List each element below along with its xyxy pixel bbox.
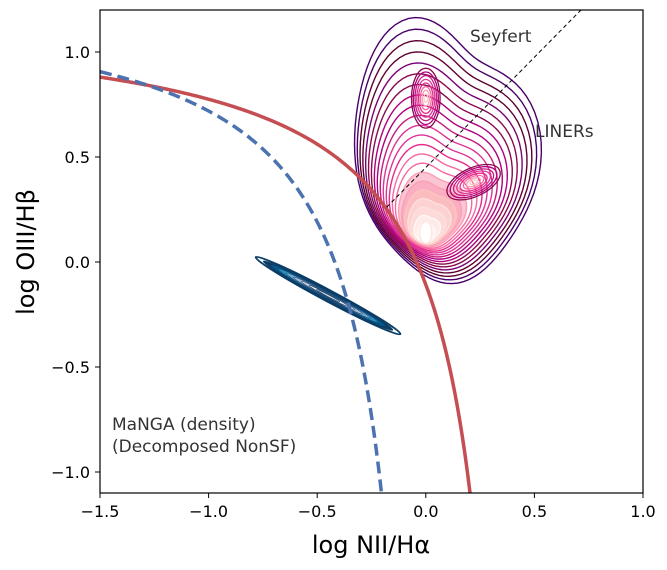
y-tick-label: −0.5 bbox=[51, 358, 90, 377]
nonsf-density-contour bbox=[316, 289, 340, 303]
agn-density-contour bbox=[388, 143, 483, 252]
agn-secondary-peak-contour bbox=[416, 78, 436, 118]
agn-density-contour bbox=[359, 39, 533, 278]
axis-ticks: −1.5 −1.0 −0.5 0.0 0.5 1.0 −1.0 −0.5 0.0 0.5 1.0 bbox=[51, 43, 656, 521]
agn-secondary-peak-contour bbox=[410, 67, 441, 129]
agn-secondary-peak-contour bbox=[423, 93, 429, 103]
annotation-manga-density: MaNGA (density) bbox=[112, 415, 256, 435]
x-tick-label: −0.5 bbox=[298, 502, 337, 521]
agn-secondary-peak-contour bbox=[465, 176, 482, 188]
y-tick-label: 0.5 bbox=[65, 148, 90, 167]
agn-density-contour bbox=[379, 114, 498, 258]
agn-density-contour bbox=[373, 94, 508, 263]
x-tick-label: 0.0 bbox=[413, 502, 438, 521]
density-contours bbox=[254, 16, 543, 336]
kauffmann-dashed-line bbox=[100, 69, 384, 493]
agn-secondary-peak-contour bbox=[456, 170, 492, 195]
agn-density-contour bbox=[370, 83, 513, 265]
agn-density-contour bbox=[394, 162, 473, 249]
demarcation-curves bbox=[100, 10, 582, 493]
agn-density-contour bbox=[376, 104, 503, 260]
agn-density-contour bbox=[362, 51, 528, 274]
agn-secondary-peak-contour bbox=[419, 86, 432, 111]
plot-frame bbox=[99, 9, 644, 494]
agn-secondary-peak-contour bbox=[452, 168, 495, 197]
nonsf-density-contour bbox=[254, 255, 402, 336]
agn-density-contour bbox=[391, 153, 478, 251]
agn-secondary-peak-contour bbox=[462, 174, 485, 190]
x-tick-label: −1.0 bbox=[189, 502, 228, 521]
agn-secondary-peak-contour bbox=[469, 179, 478, 186]
agn-secondary-peak-contour bbox=[414, 75, 438, 122]
annotation-seyfert: Seyfert bbox=[470, 27, 532, 47]
plot-area bbox=[100, 10, 582, 493]
y-axis-label: log OIII/Hβ bbox=[12, 189, 40, 315]
agn-secondary-peak-contour bbox=[449, 166, 498, 199]
x-tick-label: 1.0 bbox=[630, 502, 655, 521]
agn-secondary-peak-contour bbox=[446, 163, 501, 201]
agn-density-peak bbox=[419, 221, 433, 245]
agn-secondary-peak-contour bbox=[417, 82, 434, 115]
agn-density-contour bbox=[367, 73, 518, 268]
agn-secondary-peak-contour bbox=[459, 172, 488, 192]
y-tick-label: −1.0 bbox=[51, 463, 90, 482]
x-tick-label: −1.5 bbox=[81, 502, 120, 521]
agn-density-contour bbox=[364, 62, 523, 271]
annotation-liners: LINERs bbox=[535, 122, 594, 142]
agn-density-contour bbox=[353, 16, 543, 285]
agn-density-contour bbox=[382, 124, 493, 256]
y-tick-label: 1.0 bbox=[65, 43, 90, 62]
x-tick-label: 0.5 bbox=[522, 502, 547, 521]
agn-density-contour bbox=[385, 134, 488, 254]
agn-secondary-peak-contour bbox=[421, 89, 431, 107]
x-axis-label: log NII/Hα bbox=[312, 531, 430, 559]
agn-density-contour bbox=[356, 28, 538, 281]
agn-secondary-peak-contour bbox=[412, 71, 439, 126]
annotation-decomposed-nonsf: (Decomposed NonSF) bbox=[112, 437, 296, 457]
annotations: Seyfert LINERs MaNGA (density) (Decompos… bbox=[112, 27, 594, 457]
y-tick-label: 0.0 bbox=[65, 253, 90, 272]
kewley-maximum-starburst-line bbox=[100, 75, 472, 493]
seyfert-liner-division-line bbox=[386, 10, 582, 208]
